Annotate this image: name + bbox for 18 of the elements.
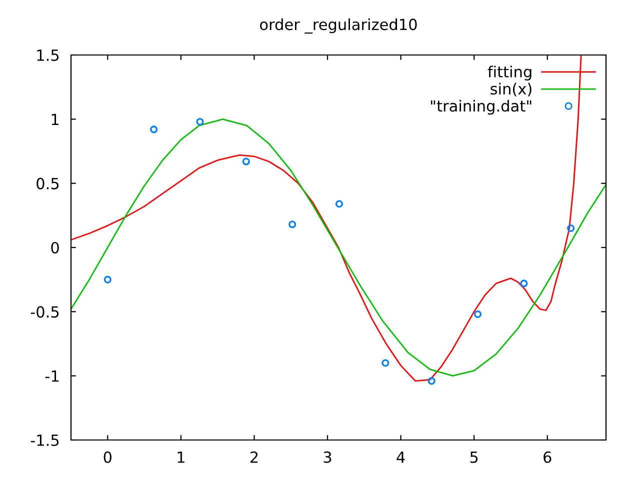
chart-title: order _regularized10 xyxy=(260,18,417,34)
y-tick-label: 1 xyxy=(52,114,58,125)
y-tick-label: 0.5 xyxy=(36,178,59,190)
x-tick-label: 6 xyxy=(544,451,552,463)
x-tick-label: 5 xyxy=(470,452,478,463)
y-tick-label: 1.5 xyxy=(37,50,59,62)
y-tick-label: -0.5 xyxy=(30,306,59,318)
legend-label: fitting xyxy=(488,66,532,80)
x-tick-label: 3 xyxy=(324,451,332,463)
x-tick-label: 1 xyxy=(178,452,184,463)
legend-label: sin(x) xyxy=(490,82,532,96)
x-tick-label: 4 xyxy=(396,452,405,463)
y-tick-label: -1.5 xyxy=(30,434,59,446)
x-tick-label: 0 xyxy=(104,451,112,463)
x-tick-label: 2 xyxy=(250,451,258,463)
legend-label: "training.dat" xyxy=(430,100,532,115)
y-tick-label: -1 xyxy=(45,370,58,382)
y-tick-label: 0 xyxy=(51,242,59,254)
